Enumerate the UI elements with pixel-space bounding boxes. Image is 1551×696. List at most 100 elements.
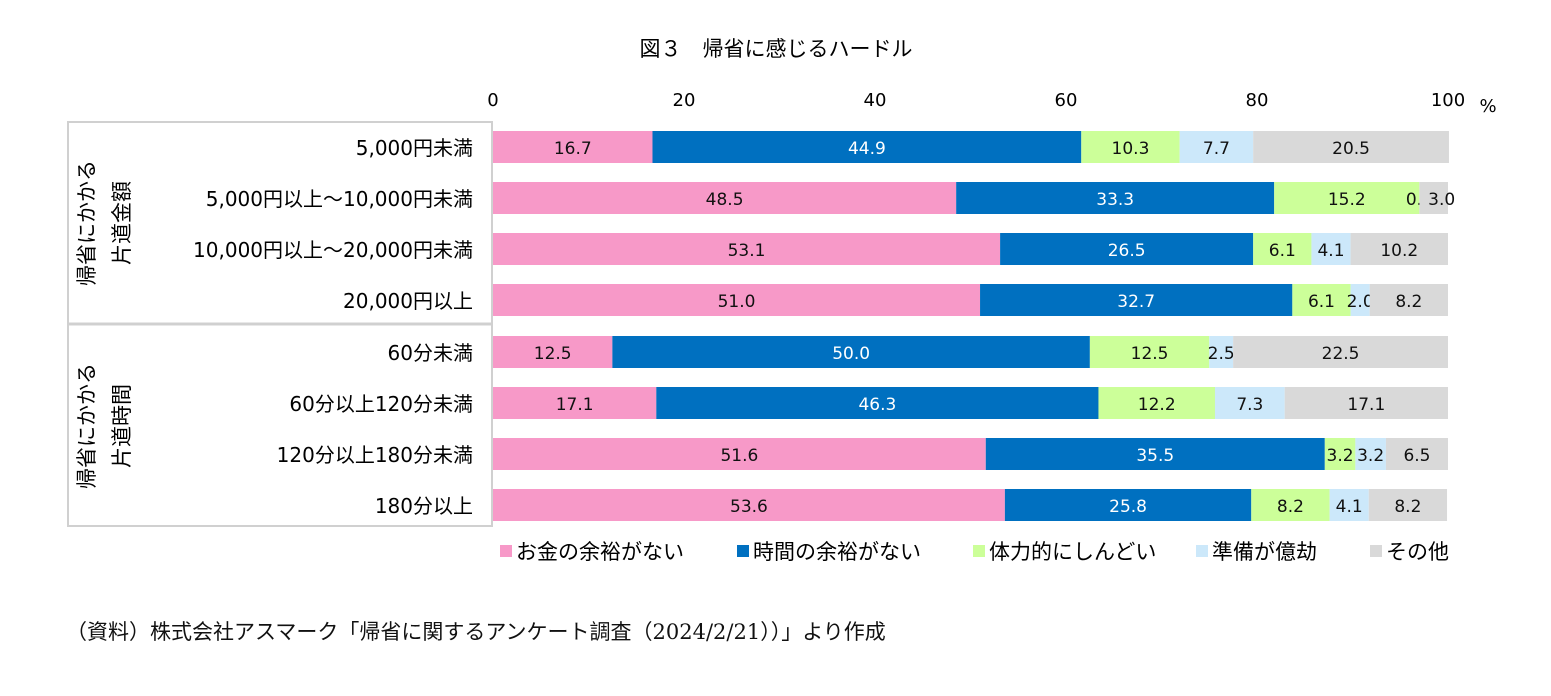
data-label: 8.2 — [1395, 292, 1422, 312]
bar-segment — [493, 182, 957, 214]
x-tick-label: 0 — [487, 90, 498, 111]
bar-segment — [1292, 284, 1351, 316]
data-label: 3.0 — [1428, 190, 1455, 210]
bar-segment — [1089, 336, 1210, 368]
data-label: 6.1 — [1269, 241, 1296, 261]
data-label: 26.5 — [1108, 241, 1146, 261]
bar-segment — [1368, 489, 1448, 521]
data-label: 8.2 — [1277, 497, 1304, 517]
group-label: 片道金額 — [110, 181, 134, 265]
data-label: 8.2 — [1394, 497, 1421, 517]
bar-segment — [1274, 182, 1420, 214]
bar-segment — [1324, 438, 1356, 470]
legend-label: その他 — [1386, 540, 1449, 564]
data-label: 7.7 — [1203, 139, 1230, 159]
data-label: 7.3 — [1236, 395, 1263, 415]
bar-segment — [652, 131, 1082, 163]
data-label: 10.2 — [1380, 241, 1418, 261]
bar-segment — [985, 438, 1325, 470]
legend: お金の余裕がない 時間の余裕がない 体力的にしんどい 準備が億劫 その他 — [500, 540, 1449, 564]
bar-segment — [493, 233, 1001, 265]
bar-segment — [1311, 233, 1351, 265]
x-tick-label: 20 — [673, 90, 696, 111]
bar-segment — [1209, 336, 1234, 368]
category-label: 180分以上 — [375, 494, 473, 518]
legend-swatch — [737, 545, 749, 557]
legend-swatch — [1196, 545, 1208, 557]
data-label: 17.1 — [556, 395, 594, 415]
legend-swatch — [500, 545, 512, 557]
stacked-bar-chart: 図３ 帰省に感じるハードル 0 20 40 60 80 100% 5,000円未満5,00… — [67, 37, 1497, 564]
data-label: 17.1 — [1347, 395, 1385, 415]
bar-segment — [656, 387, 1099, 419]
x-tick-label: 60 — [1055, 90, 1078, 111]
category-label-box: 5,000円未満 5,000円以上～10,000円未満 10,000円以上～20,0… — [67, 121, 493, 527]
bar-segment — [493, 131, 653, 163]
bar-segment — [1004, 489, 1252, 521]
bar-segment — [1253, 233, 1312, 265]
bar-segment — [1284, 387, 1448, 419]
legend-swatch — [973, 545, 985, 557]
x-tick-label: 100 — [1431, 90, 1465, 111]
data-label: 10.3 — [1112, 139, 1150, 159]
category-label: 5,000円未満 — [356, 136, 473, 160]
bar-segment — [980, 284, 1293, 316]
category-label: 60分以上120分未満 — [289, 392, 473, 416]
bar-segment — [1081, 131, 1180, 163]
bar-segment — [493, 438, 986, 470]
data-label: 4.1 — [1317, 241, 1344, 261]
data-label: 53.1 — [728, 241, 766, 261]
x-unit-label: % — [1479, 96, 1496, 117]
chart-title: 図３ 帰省に感じるハードル — [640, 37, 913, 61]
data-label: 12.5 — [534, 344, 572, 364]
bar-segment — [1369, 284, 1448, 316]
bar-segment — [1329, 489, 1369, 521]
data-label: 12.5 — [1131, 344, 1169, 364]
data-label: 50.0 — [832, 344, 870, 364]
category-label: 10,000円以上～20,000円未満 — [193, 238, 473, 262]
bar-segment — [493, 284, 981, 316]
bar-segment — [1000, 233, 1254, 265]
data-label: 44.9 — [848, 139, 886, 159]
data-label: 6.1 — [1308, 292, 1335, 312]
data-label: 51.6 — [720, 446, 758, 466]
category-label: 60分未満 — [388, 341, 473, 365]
legend-swatch — [1370, 545, 1382, 557]
category-label: 120分以上180分未満 — [277, 443, 473, 467]
bar-segment — [493, 336, 613, 368]
bar-segment — [956, 182, 1275, 214]
category-label: 20,000円以上 — [343, 289, 473, 313]
bar-segment — [1385, 438, 1448, 470]
bar-segment — [1350, 284, 1370, 316]
data-label: 33.3 — [1096, 190, 1134, 210]
data-label: 2.5 — [1208, 344, 1235, 364]
bar-segment — [1251, 489, 1330, 521]
bar-segment — [1419, 182, 1448, 214]
legend-label: 準備が億劫 — [1212, 540, 1317, 564]
bar-segment — [612, 336, 1090, 368]
group-label: 帰省にかかる — [75, 160, 99, 286]
legend-label: 体力的にしんどい — [989, 540, 1156, 564]
group-label: 帰省にかかる — [75, 363, 99, 489]
data-label: 32.7 — [1117, 292, 1155, 312]
bar-segment — [1253, 131, 1449, 163]
data-label: 16.7 — [554, 139, 592, 159]
legend-label: お金の余裕がない — [516, 540, 684, 564]
data-label: 46.3 — [858, 395, 896, 415]
data-label: 35.5 — [1136, 446, 1174, 466]
data-label: 4.1 — [1336, 497, 1363, 517]
bar-segment — [1355, 438, 1386, 470]
data-label: 12.2 — [1138, 395, 1176, 415]
x-axis: 0 20 40 60 80 100% — [487, 90, 1496, 117]
bar-segment — [493, 387, 657, 419]
data-label: 20.5 — [1332, 139, 1370, 159]
data-label: 2.0 — [1347, 292, 1374, 312]
data-label: 51.0 — [718, 292, 756, 312]
category-label: 5,000円以上～10,000円未満 — [206, 187, 473, 211]
data-label: 3.2 — [1357, 446, 1384, 466]
x-tick-label: 80 — [1246, 90, 1269, 111]
bar-segment — [1214, 387, 1285, 419]
data-label: 3.2 — [1327, 446, 1354, 466]
data-label: 25.8 — [1109, 497, 1147, 517]
group-label: 片道時間 — [110, 384, 134, 468]
